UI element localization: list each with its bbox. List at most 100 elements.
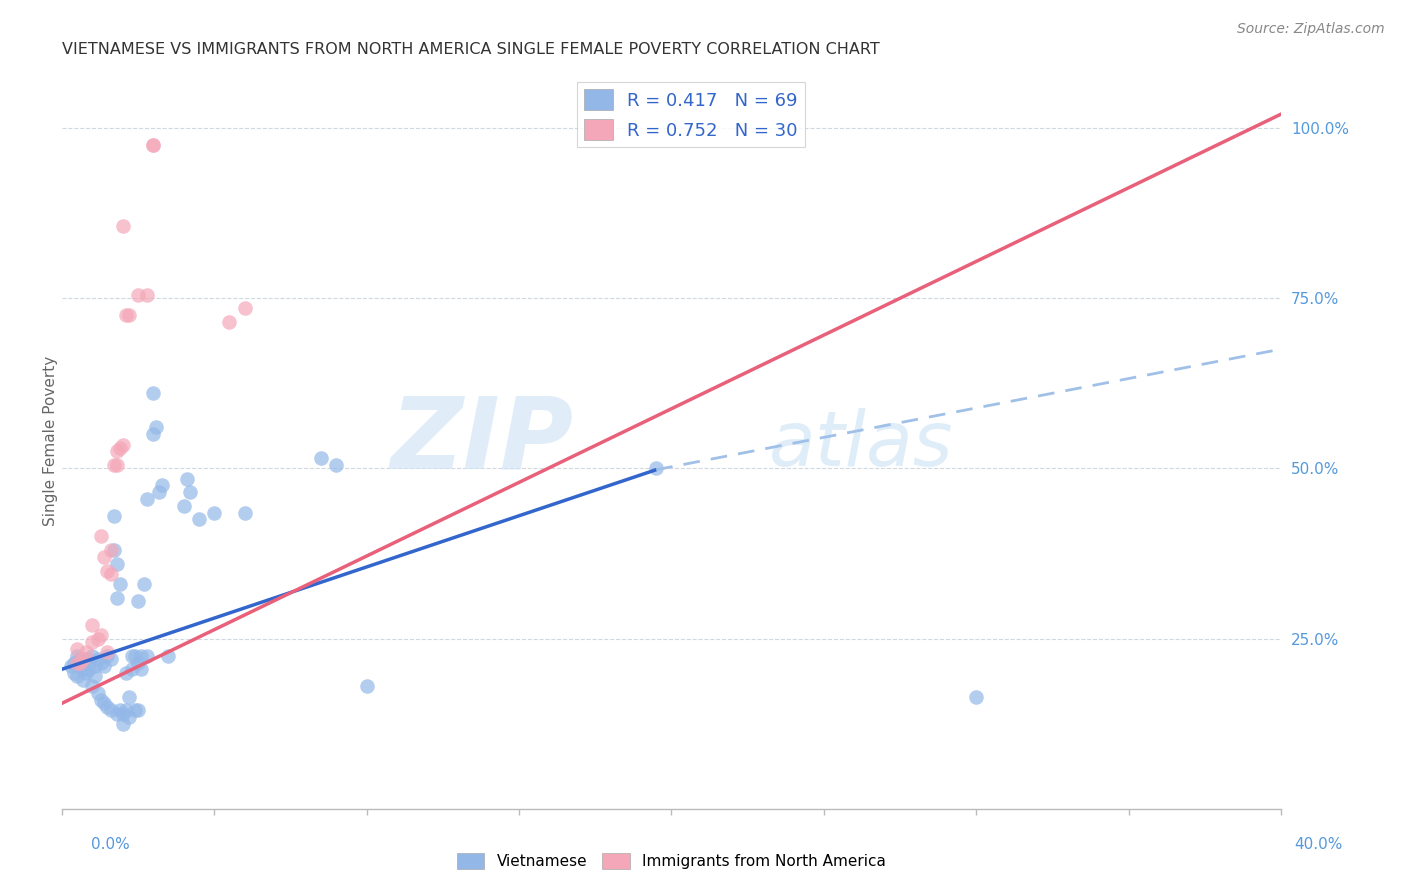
Point [63, 656, 86, 670]
Point [105, 557, 128, 571]
Point [75, 652, 97, 666]
Point [118, 710, 141, 724]
Point [90, 656, 112, 670]
Point [325, 458, 347, 472]
Point [173, 499, 195, 513]
Point [87, 686, 110, 700]
Point [233, 506, 256, 520]
Point [90, 529, 112, 543]
Point [100, 703, 122, 717]
Point [105, 706, 128, 721]
Point [103, 458, 125, 472]
Point [114, 703, 136, 717]
Point [150, 478, 173, 492]
Point [100, 652, 122, 666]
Point [179, 485, 201, 500]
Point [103, 509, 125, 524]
Point [66, 656, 89, 670]
Point [645, 461, 668, 475]
Point [114, 665, 136, 680]
Point [100, 543, 122, 558]
Point [218, 315, 240, 329]
Point [965, 690, 987, 704]
Point [356, 679, 378, 693]
Point [72, 652, 94, 666]
Point [309, 451, 332, 466]
Point [114, 308, 136, 322]
Point [129, 662, 152, 676]
Point [96, 648, 118, 663]
Point [136, 287, 159, 301]
Point [66, 648, 89, 663]
Point [118, 690, 141, 704]
Point [124, 648, 146, 663]
Point [96, 564, 118, 578]
Point [148, 485, 170, 500]
Point [132, 577, 155, 591]
Point [72, 662, 94, 676]
Text: 0.0%: 0.0% [91, 837, 131, 852]
Point [108, 577, 131, 591]
Text: atlas: atlas [769, 408, 953, 482]
Point [111, 706, 134, 721]
Point [145, 420, 167, 434]
Point [136, 491, 159, 506]
Point [127, 594, 149, 608]
Point [129, 648, 152, 663]
Point [96, 699, 118, 714]
Point [59, 659, 82, 673]
Point [136, 648, 159, 663]
Point [111, 437, 134, 451]
Point [84, 669, 107, 683]
Point [84, 659, 107, 673]
Point [100, 566, 122, 581]
Point [93, 697, 115, 711]
Text: Source: ZipAtlas.com: Source: ZipAtlas.com [1237, 22, 1385, 37]
Point [75, 645, 97, 659]
Point [187, 512, 209, 526]
Point [142, 137, 165, 152]
Point [157, 648, 180, 663]
Point [75, 665, 97, 680]
Point [142, 386, 165, 401]
Point [82, 618, 104, 632]
Point [105, 458, 128, 472]
Point [142, 427, 165, 442]
Point [121, 648, 143, 663]
Point [77, 656, 100, 670]
Point [87, 652, 110, 666]
Point [108, 703, 131, 717]
Point [111, 219, 134, 234]
Point [121, 662, 143, 676]
Point [127, 287, 149, 301]
Y-axis label: Single Female Poverty: Single Female Poverty [44, 356, 58, 526]
Point [66, 669, 89, 683]
Point [69, 656, 91, 670]
Point [66, 641, 89, 656]
Point [90, 693, 112, 707]
Point [82, 648, 104, 663]
Text: 40.0%: 40.0% [1295, 837, 1343, 852]
Point [87, 632, 110, 646]
Point [108, 441, 131, 455]
Point [202, 506, 225, 520]
Point [90, 628, 112, 642]
Point [93, 549, 115, 564]
Point [82, 679, 104, 693]
Point [69, 659, 91, 673]
Point [176, 472, 198, 486]
Point [69, 652, 91, 666]
Point [118, 308, 141, 322]
Point [127, 703, 149, 717]
Point [72, 673, 94, 687]
Point [77, 662, 100, 676]
Point [96, 645, 118, 659]
Point [93, 659, 115, 673]
Point [105, 591, 128, 605]
Point [142, 137, 165, 152]
Point [105, 444, 128, 458]
Point [66, 656, 89, 670]
Text: VIETNAMESE VS IMMIGRANTS FROM NORTH AMERICA SINGLE FEMALE POVERTY CORRELATION CH: VIETNAMESE VS IMMIGRANTS FROM NORTH AMER… [62, 42, 880, 57]
Legend: R = 0.417   N = 69, R = 0.752   N = 30: R = 0.417 N = 69, R = 0.752 N = 30 [576, 82, 806, 147]
Point [111, 716, 134, 731]
